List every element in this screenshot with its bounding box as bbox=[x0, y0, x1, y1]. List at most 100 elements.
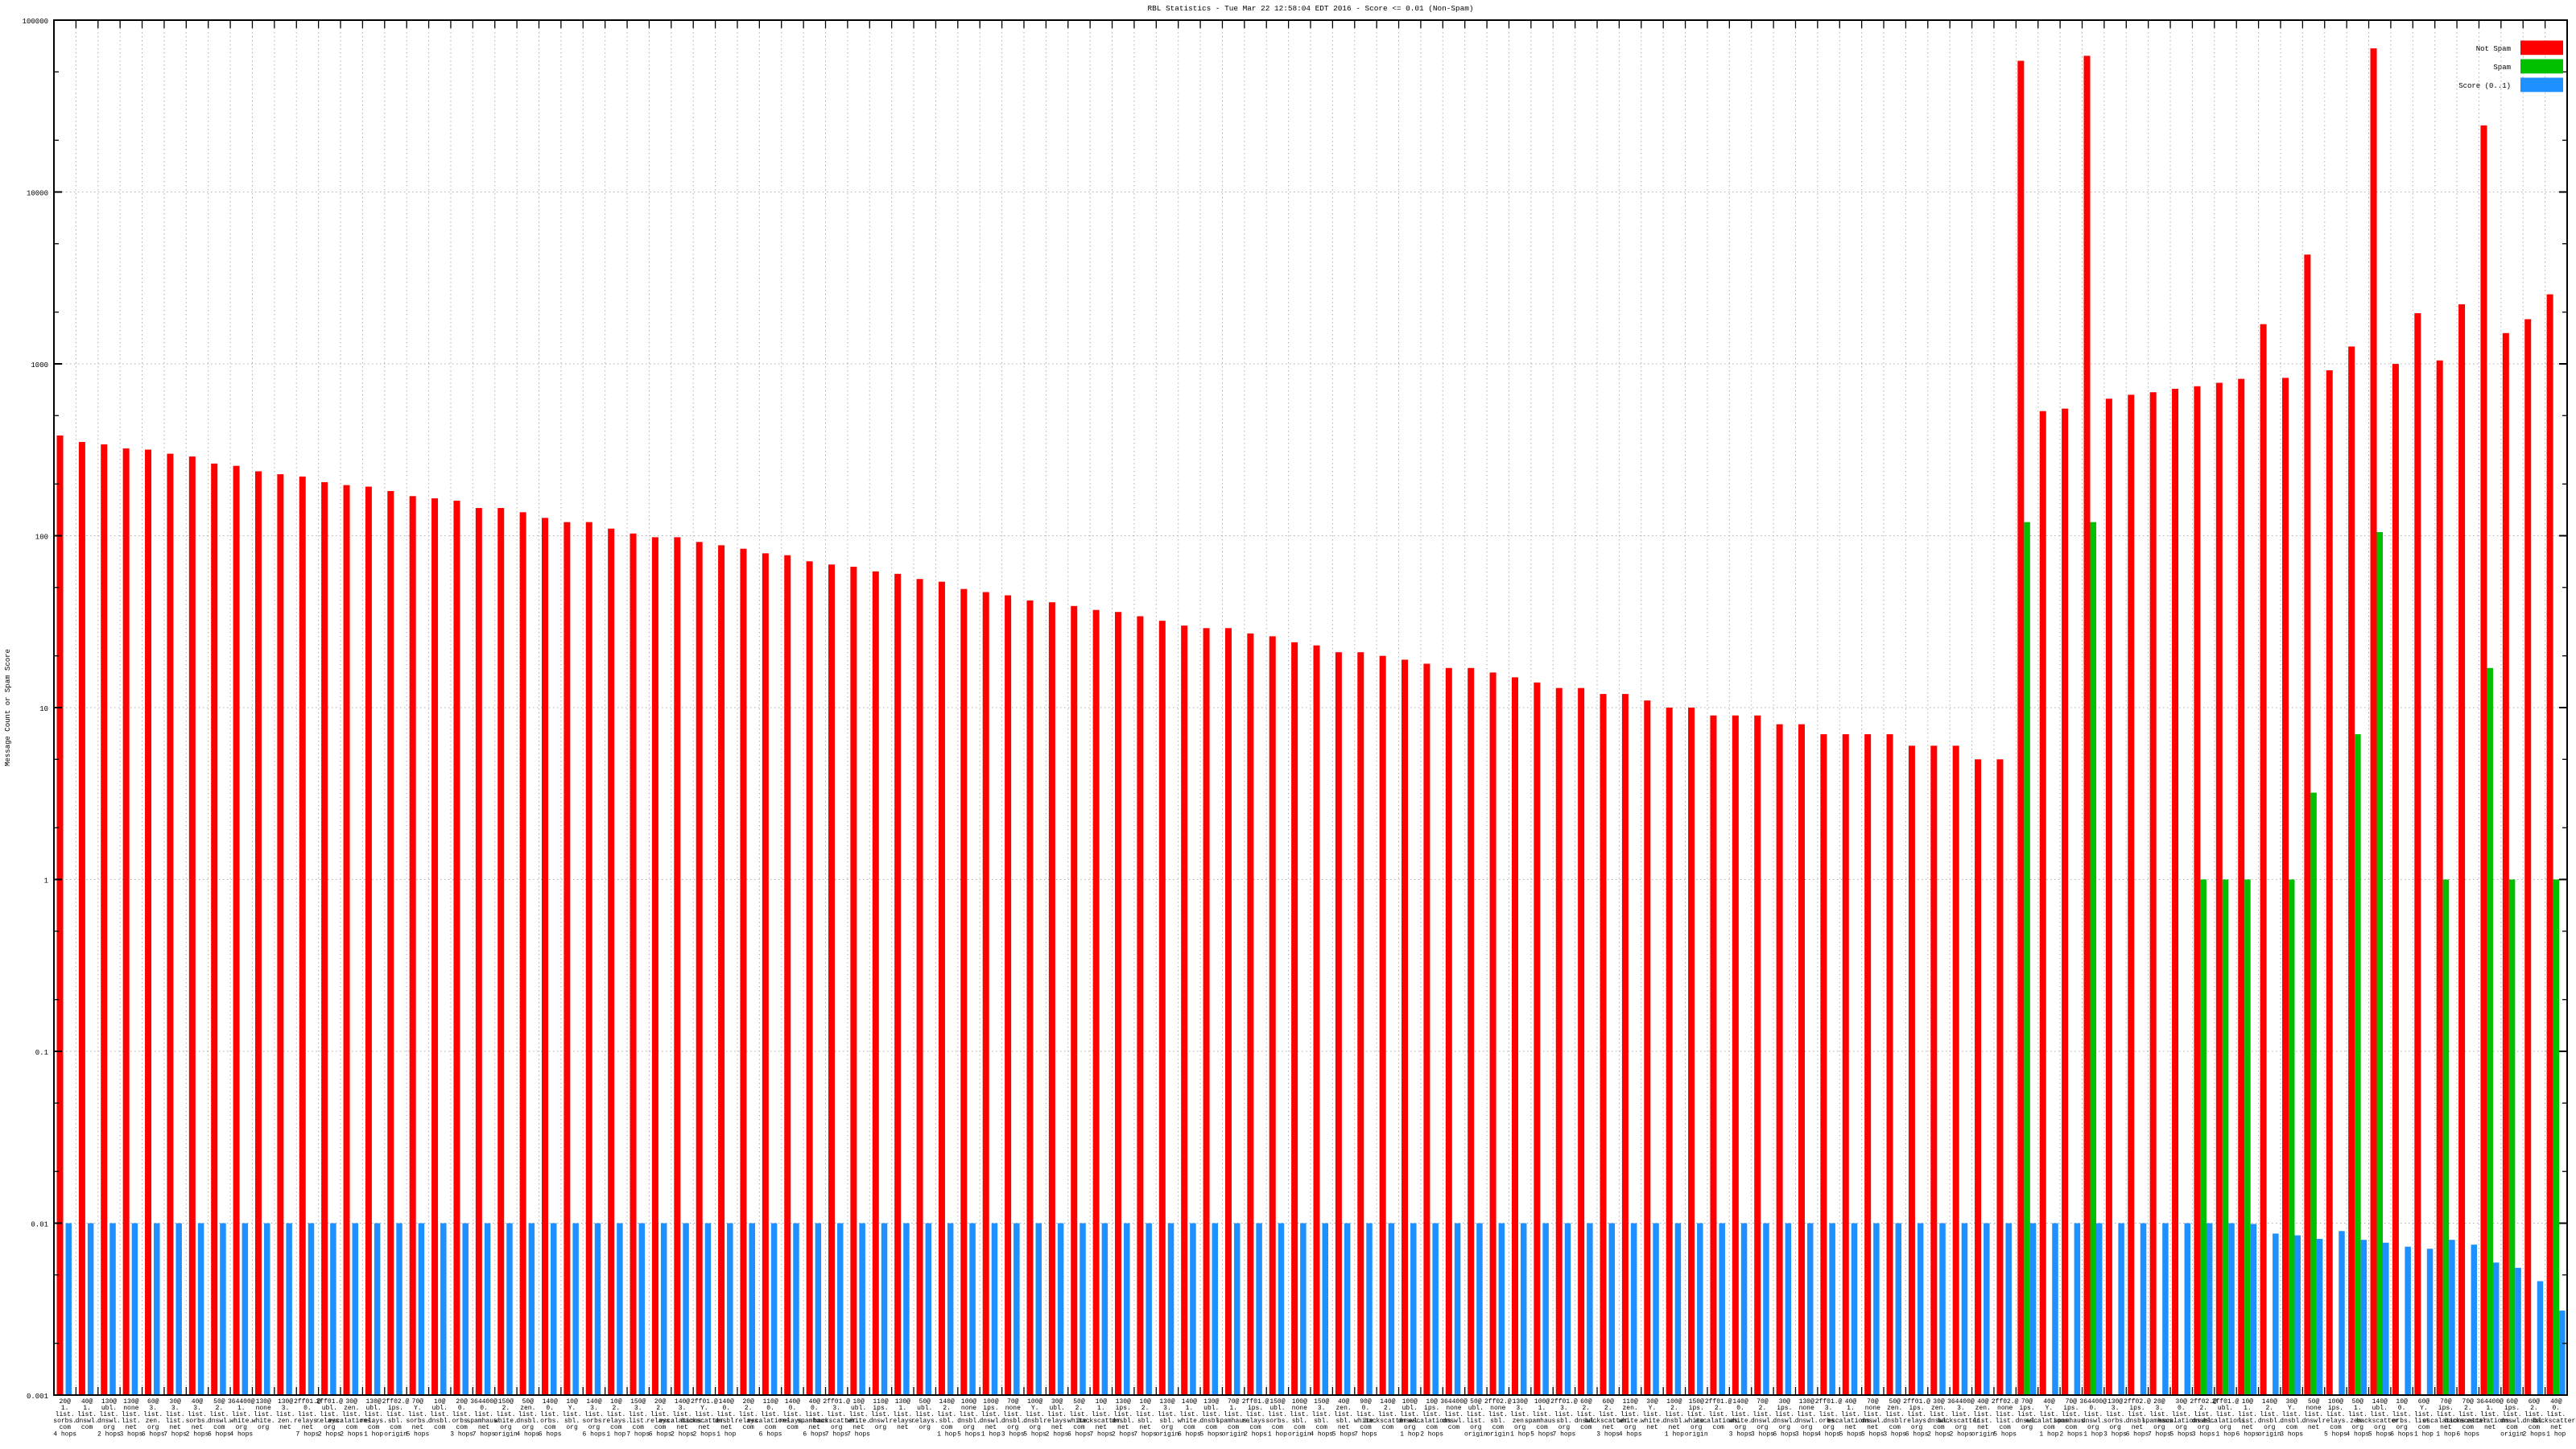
svg-text:6 hops: 6 hops bbox=[208, 1430, 231, 1438]
svg-text:1 hop: 1 hop bbox=[2083, 1430, 2103, 1438]
svg-text:5 hops: 5 hops bbox=[1530, 1430, 1554, 1438]
svg-text:7 hops: 7 hops bbox=[626, 1430, 650, 1438]
svg-text:10: 10 bbox=[39, 705, 48, 713]
svg-text:net: net bbox=[1646, 1424, 1657, 1431]
svg-text:7 hops: 7 hops bbox=[1553, 1430, 1576, 1438]
svg-text:100000: 100000 bbox=[23, 18, 48, 26]
svg-text:com: com bbox=[1712, 1424, 1724, 1431]
svg-text:2 hops: 2 hops bbox=[97, 1430, 121, 1438]
svg-text:4 hops: 4 hops bbox=[2346, 1430, 2369, 1438]
svg-text:3 hops: 3 hops bbox=[2192, 1430, 2215, 1438]
svg-text:2 hops: 2 hops bbox=[318, 1430, 341, 1438]
svg-text:1 hop: 1 hop bbox=[2039, 1430, 2058, 1438]
svg-text:0.001: 0.001 bbox=[27, 1393, 48, 1401]
svg-text:origin: origin bbox=[494, 1430, 518, 1438]
svg-text:1 hop: 1 hop bbox=[2436, 1430, 2455, 1438]
svg-text:3 hops: 3 hops bbox=[1001, 1430, 1025, 1438]
svg-text:2 hops: 2 hops bbox=[1046, 1430, 1069, 1438]
svg-text:origin: origin bbox=[1464, 1430, 1488, 1438]
svg-text:1 hop: 1 hop bbox=[1665, 1430, 1684, 1438]
svg-text:origin: origin bbox=[2258, 1430, 2281, 1438]
svg-text:com: com bbox=[81, 1424, 93, 1431]
svg-text:7 hops: 7 hops bbox=[2148, 1430, 2171, 1438]
svg-text:6 hops: 6 hops bbox=[649, 1430, 672, 1438]
svg-text:net: net bbox=[2308, 1424, 2319, 1431]
svg-text:6 hops: 6 hops bbox=[1905, 1430, 1929, 1438]
svg-text:7 hops: 7 hops bbox=[473, 1430, 496, 1438]
svg-text:3 hops: 3 hops bbox=[119, 1430, 142, 1438]
svg-text:3 hops: 3 hops bbox=[450, 1430, 473, 1438]
svg-text:3 hops: 3 hops bbox=[2280, 1430, 2303, 1438]
svg-text:5 hops: 5 hops bbox=[1199, 1430, 1223, 1438]
svg-text:Score (0..1): Score (0..1) bbox=[2458, 82, 2511, 90]
svg-text:7 hops: 7 hops bbox=[163, 1430, 187, 1438]
svg-text:1: 1 bbox=[44, 877, 48, 886]
svg-text:3 hops: 3 hops bbox=[1883, 1430, 1906, 1438]
svg-text:1 hop: 1 hop bbox=[2414, 1430, 2434, 1438]
svg-text:org: org bbox=[566, 1424, 578, 1431]
svg-text:com: com bbox=[1580, 1424, 1592, 1431]
svg-text:3 hops: 3 hops bbox=[1729, 1430, 1752, 1438]
svg-text:origin: origin bbox=[384, 1430, 407, 1438]
svg-text:Message Count or Spam Score: Message Count or Spam Score bbox=[4, 649, 12, 766]
svg-text:com: com bbox=[1448, 1424, 1460, 1431]
svg-text:5 hops: 5 hops bbox=[2368, 1430, 2392, 1438]
svg-text:1 hop: 1 hop bbox=[364, 1430, 383, 1438]
svg-text:com: com bbox=[742, 1424, 754, 1431]
svg-text:5 hops: 5 hops bbox=[2169, 1430, 2193, 1438]
svg-text:4 hops: 4 hops bbox=[1817, 1430, 1840, 1438]
svg-text:com: com bbox=[434, 1424, 446, 1431]
svg-text:org: org bbox=[875, 1424, 887, 1431]
svg-text:net: net bbox=[2484, 1424, 2496, 1431]
svg-text:1 hop: 1 hop bbox=[2216, 1430, 2235, 1438]
svg-text:6 hops: 6 hops bbox=[2126, 1430, 2149, 1438]
svg-text:5 hops: 5 hops bbox=[1839, 1430, 1863, 1438]
svg-text:0.1: 0.1 bbox=[35, 1049, 48, 1057]
svg-text:origin: origin bbox=[1971, 1430, 1995, 1438]
svg-text:1 hop: 1 hop bbox=[1510, 1430, 1530, 1438]
svg-text:7 hops: 7 hops bbox=[1133, 1430, 1157, 1438]
svg-text:6 hops: 6 hops bbox=[1067, 1430, 1091, 1438]
svg-text:com: com bbox=[1382, 1424, 1394, 1431]
svg-text:org: org bbox=[2021, 1424, 2033, 1431]
svg-text:net: net bbox=[279, 1424, 291, 1431]
svg-text:1 hop: 1 hop bbox=[981, 1430, 1001, 1438]
svg-text:2 hops: 2 hops bbox=[1112, 1430, 1135, 1438]
svg-text:Spam: Spam bbox=[2493, 64, 2511, 72]
svg-text:7 hops: 7 hops bbox=[1354, 1430, 1377, 1438]
svg-text:1 hop: 1 hop bbox=[716, 1430, 736, 1438]
svg-text:1 hop: 1 hop bbox=[1268, 1430, 1287, 1438]
svg-text:7 hops: 7 hops bbox=[825, 1430, 848, 1438]
svg-text:org: org bbox=[258, 1424, 270, 1431]
svg-text:6 hops: 6 hops bbox=[759, 1430, 782, 1438]
svg-text:4 hops: 4 hops bbox=[53, 1430, 76, 1438]
svg-text:4 hops: 4 hops bbox=[229, 1430, 253, 1438]
svg-text:2 hops: 2 hops bbox=[186, 1430, 209, 1438]
svg-text:2 hops: 2 hops bbox=[1949, 1430, 1972, 1438]
svg-text:2 hops: 2 hops bbox=[2059, 1430, 2083, 1438]
svg-text:3 hops: 3 hops bbox=[1795, 1430, 1818, 1438]
svg-text:6 hops: 6 hops bbox=[1178, 1430, 1201, 1438]
svg-text:6 hops: 6 hops bbox=[2235, 1430, 2259, 1438]
svg-text:5 hops: 5 hops bbox=[1861, 1430, 1885, 1438]
svg-text:6 hops: 6 hops bbox=[583, 1430, 606, 1438]
svg-text:5 hops: 5 hops bbox=[406, 1430, 429, 1438]
svg-text:origin: origin bbox=[1156, 1430, 1179, 1438]
svg-text:7 hops: 7 hops bbox=[296, 1430, 320, 1438]
svg-text:5 hops: 5 hops bbox=[957, 1430, 980, 1438]
svg-text:net: net bbox=[897, 1424, 908, 1431]
svg-text:2 hops: 2 hops bbox=[692, 1430, 716, 1438]
svg-text:5 hops: 5 hops bbox=[2324, 1430, 2347, 1438]
svg-text:1 hop: 1 hop bbox=[2546, 1430, 2566, 1438]
svg-text:4 hops: 4 hops bbox=[1619, 1430, 1642, 1438]
svg-text:RBL Statistics - Tue Mar 22 12: RBL Statistics - Tue Mar 22 12:58:04 EDT… bbox=[1147, 4, 1473, 13]
svg-text:5 hops: 5 hops bbox=[1023, 1430, 1046, 1438]
svg-text:4 hops: 4 hops bbox=[1310, 1430, 1333, 1438]
svg-text:7 hops: 7 hops bbox=[847, 1430, 870, 1438]
svg-text:1 hop: 1 hop bbox=[937, 1430, 956, 1438]
svg-text:origin: origin bbox=[1288, 1430, 1311, 1438]
svg-text:origin: origin bbox=[1222, 1430, 1245, 1438]
svg-text:2 hops: 2 hops bbox=[1420, 1430, 1443, 1438]
svg-text:4 hops: 4 hops bbox=[516, 1430, 539, 1438]
svg-text:2 hops: 2 hops bbox=[671, 1430, 694, 1438]
